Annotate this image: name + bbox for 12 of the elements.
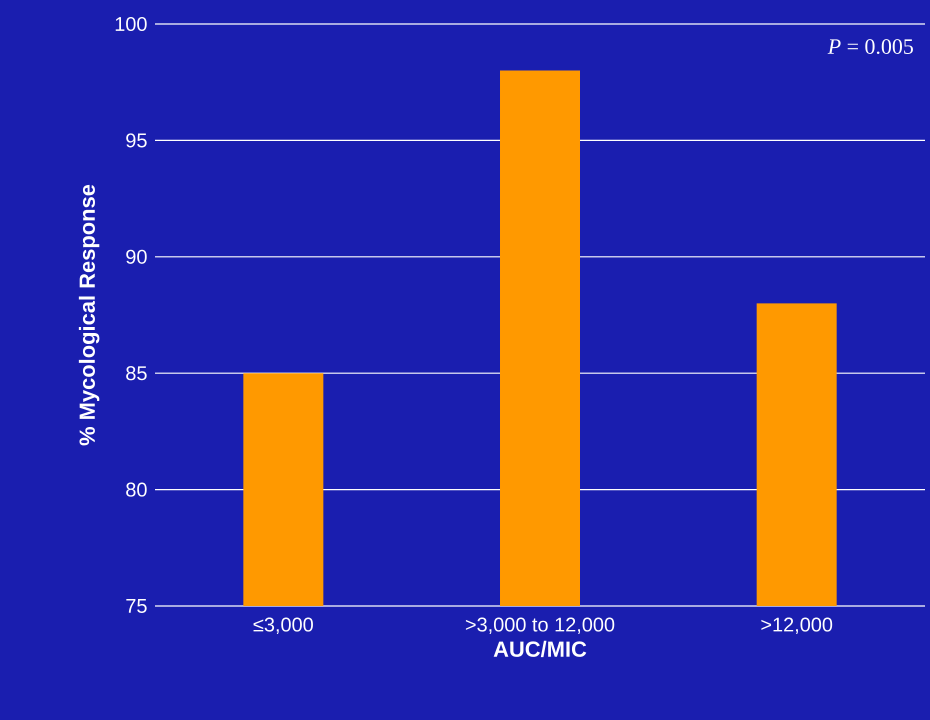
y-axis-title: % Mycological Response: [78, 184, 100, 446]
x-tick-label: >3,000 to 12,000: [466, 618, 614, 634]
x-axis-title: AUC/MIC: [494, 640, 586, 658]
y-tick-label: 95: [126, 133, 147, 148]
y-tick-label: 85: [126, 366, 147, 380]
x-tick-label: >12,000: [761, 618, 832, 634]
y-tick-label: 80: [126, 482, 147, 497]
annotation: P = 0.005: [828, 39, 913, 54]
y-tick-label: 75: [126, 599, 147, 613]
y-tick-label: 90: [126, 250, 147, 264]
x-tick-label: ≤3,000: [254, 618, 313, 634]
y-tick-label: 100: [116, 16, 147, 32]
